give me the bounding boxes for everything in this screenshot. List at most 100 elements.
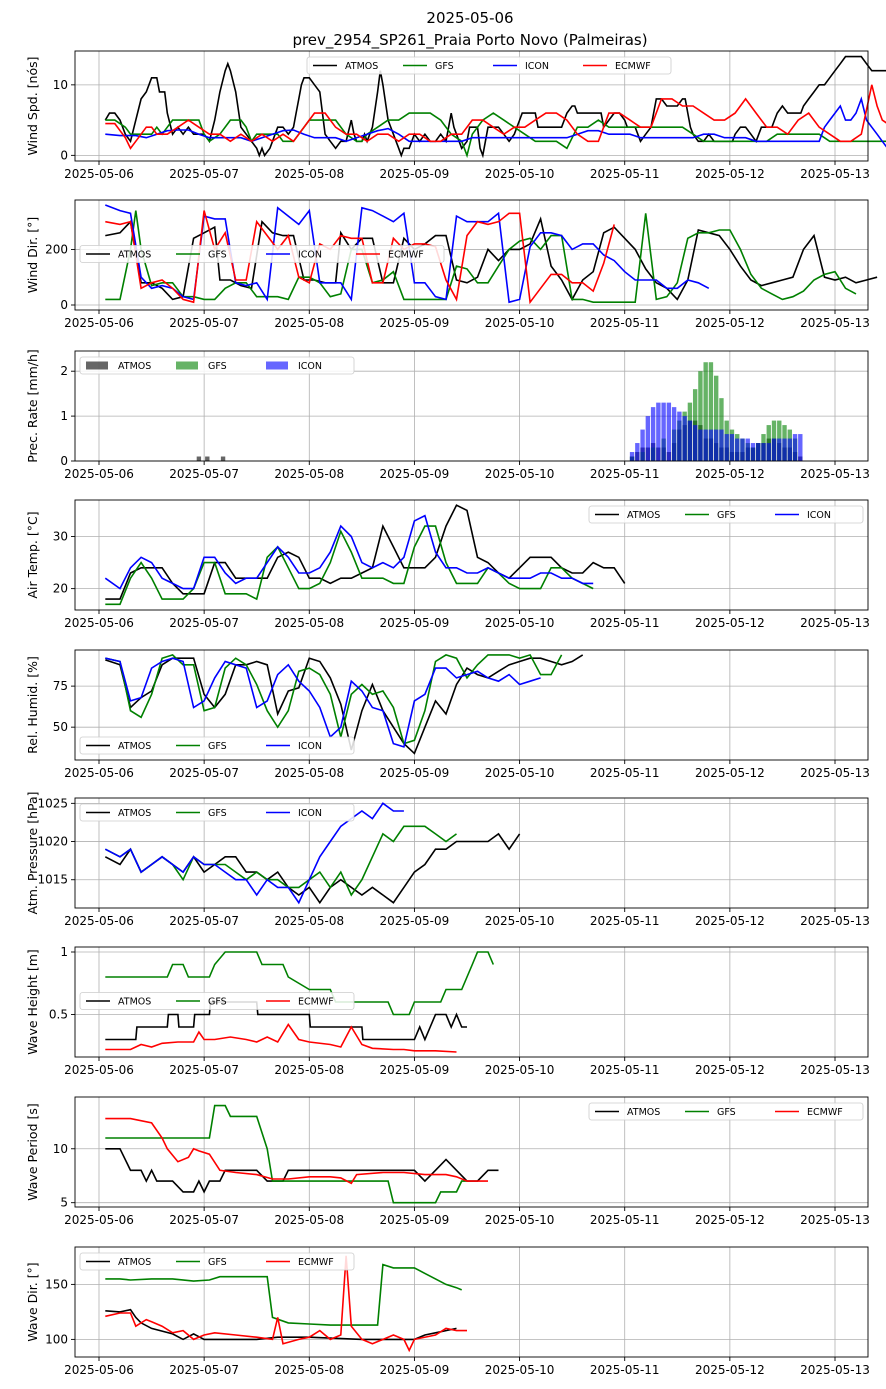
legend-label: ATMOS bbox=[118, 361, 151, 372]
series-line-ecmwf bbox=[105, 1023, 457, 1053]
precip-bar-gfs bbox=[713, 375, 719, 461]
x-tick-label: 2025-05-11 bbox=[590, 1063, 660, 1077]
y-tick-label: 1015 bbox=[37, 873, 68, 887]
x-tick-label: 2025-05-10 bbox=[485, 467, 555, 481]
x-tick-label: 2025-05-13 bbox=[800, 616, 870, 630]
precip-bar-icon bbox=[777, 438, 782, 461]
x-tick-label: 2025-05-10 bbox=[485, 766, 555, 780]
x-tick-label: 2025-05-06 bbox=[64, 1213, 134, 1227]
precip-bar-icon bbox=[756, 443, 761, 461]
x-tick-label: 2025-05-12 bbox=[695, 167, 765, 181]
x-tick-label: 2025-05-13 bbox=[800, 1213, 870, 1227]
legend-label: ECMWF bbox=[807, 1107, 843, 1118]
precip-bar-icon bbox=[761, 443, 766, 461]
series-line-icon bbox=[104, 802, 404, 905]
y-axis-label: Wind Spd. [nós] bbox=[25, 57, 40, 156]
x-tick-label: 2025-05-10 bbox=[485, 1363, 555, 1377]
y-axis-label: Prec. Rate [mm/h] bbox=[25, 349, 40, 463]
x-tick-label: 2025-05-12 bbox=[695, 616, 765, 630]
x-tick-label: 2025-05-10 bbox=[485, 1063, 555, 1077]
x-tick-label: 2025-05-06 bbox=[64, 467, 134, 481]
series-line-gfs bbox=[105, 1263, 463, 1326]
legend-label: ATMOS bbox=[118, 1257, 151, 1268]
legend: ATMOS GFS ICON bbox=[79, 803, 355, 822]
precip-bar-icon bbox=[650, 407, 656, 461]
precip-bar-icon bbox=[635, 443, 640, 461]
precip-bar-icon bbox=[645, 416, 651, 461]
x-tick-label: 2025-05-07 bbox=[169, 616, 239, 630]
legend-label: ATMOS bbox=[627, 510, 660, 521]
legend-box bbox=[79, 1252, 355, 1271]
x-tick-label: 2025-05-11 bbox=[590, 1213, 660, 1227]
x-tick-label: 2025-05-08 bbox=[274, 1213, 344, 1227]
series-line-atmos bbox=[105, 504, 626, 600]
precip-bar-icon bbox=[745, 438, 750, 461]
precip-bar-icon bbox=[682, 416, 687, 461]
legend-label: ECMWF bbox=[388, 250, 424, 261]
y-tick-label: 2 bbox=[60, 364, 68, 378]
x-tick-label: 2025-05-10 bbox=[485, 1213, 555, 1227]
x-tick-label: 2025-05-13 bbox=[800, 914, 870, 928]
y-tick-label: 0 bbox=[60, 298, 68, 312]
precip-bar-gfs bbox=[708, 362, 714, 461]
x-tick-label: 2025-05-06 bbox=[64, 1363, 134, 1377]
plot-frame bbox=[74, 1246, 869, 1358]
series-line-atmos bbox=[104, 55, 886, 159]
series-line-icon bbox=[105, 657, 541, 748]
panel-4: 2025-05-06 2025-05-07 2025-05-08 2025-05-09… bbox=[25, 499, 870, 630]
plot-frame bbox=[74, 499, 869, 611]
legend-label: ATMOS bbox=[345, 61, 378, 72]
y-tick-label: 0.5 bbox=[49, 1008, 68, 1022]
legend-label: GFS bbox=[208, 1257, 227, 1268]
legend-box bbox=[79, 356, 355, 375]
panel-8: 2025-05-06 2025-05-07 2025-05-08 2025-05-09… bbox=[25, 1096, 870, 1227]
panel-9: 2025-05-06 2025-05-07 2025-05-08 2025-05-09… bbox=[25, 1246, 870, 1377]
x-tick-label: 2025-05-13 bbox=[800, 1363, 870, 1377]
legend: ATMOS GFS ICON bbox=[79, 356, 355, 375]
precip-bar-icon bbox=[787, 438, 792, 461]
y-axis-label: Rel. Humid. [%] bbox=[25, 656, 40, 754]
y-axis-label: Wave Period [s] bbox=[25, 1103, 40, 1201]
legend-label: ICON bbox=[525, 61, 549, 72]
precip-bar-icon bbox=[666, 402, 672, 461]
legend-label: GFS bbox=[208, 250, 227, 261]
legend-label: GFS bbox=[435, 61, 454, 72]
series-line-atmos bbox=[105, 216, 878, 302]
precip-bar-icon bbox=[729, 434, 735, 461]
precip-bar-atmos bbox=[205, 456, 210, 461]
precip-bar-icon bbox=[740, 438, 745, 461]
x-tick-label: 2025-05-08 bbox=[274, 316, 344, 330]
legend-label: GFS bbox=[208, 808, 227, 819]
precip-bar-icon bbox=[692, 425, 698, 461]
x-tick-label: 2025-05-08 bbox=[274, 766, 344, 780]
x-tick-label: 2025-05-12 bbox=[695, 1213, 765, 1227]
series-line-gfs bbox=[105, 951, 495, 1016]
series-line-icon bbox=[104, 514, 594, 590]
x-tick-label: 2025-05-06 bbox=[64, 167, 134, 181]
legend-swatch bbox=[266, 361, 288, 370]
x-tick-label: 2025-05-09 bbox=[380, 167, 450, 181]
precip-bar-gfs bbox=[698, 371, 703, 461]
series-line-atmos bbox=[105, 1148, 499, 1194]
x-tick-label: 2025-05-13 bbox=[800, 316, 870, 330]
y-tick-label: 150 bbox=[45, 1277, 68, 1291]
x-tick-label: 2025-05-12 bbox=[695, 766, 765, 780]
x-tick-label: 2025-05-06 bbox=[64, 1063, 134, 1077]
x-tick-label: 2025-05-08 bbox=[274, 616, 344, 630]
x-tick-label: 2025-05-08 bbox=[274, 167, 344, 181]
legend: ATMOS GFS ECMWF bbox=[79, 1252, 355, 1271]
legend-label: ICON bbox=[298, 250, 322, 261]
y-tick-label: 10 bbox=[53, 1142, 68, 1156]
x-tick-label: 2025-05-07 bbox=[169, 167, 239, 181]
x-tick-label: 2025-05-08 bbox=[274, 1363, 344, 1377]
precip-bar-icon bbox=[766, 443, 771, 461]
x-tick-label: 2025-05-09 bbox=[380, 616, 450, 630]
plot-frame bbox=[74, 946, 869, 1058]
x-tick-label: 2025-05-08 bbox=[274, 1063, 344, 1077]
precip-bar-icon bbox=[724, 434, 729, 461]
y-tick-label: 1 bbox=[60, 409, 68, 423]
precip-bar-icon bbox=[713, 429, 719, 461]
y-tick-label: 100 bbox=[45, 1332, 68, 1346]
y-tick-label: 0 bbox=[60, 148, 68, 162]
x-tick-label: 2025-05-08 bbox=[274, 914, 344, 928]
